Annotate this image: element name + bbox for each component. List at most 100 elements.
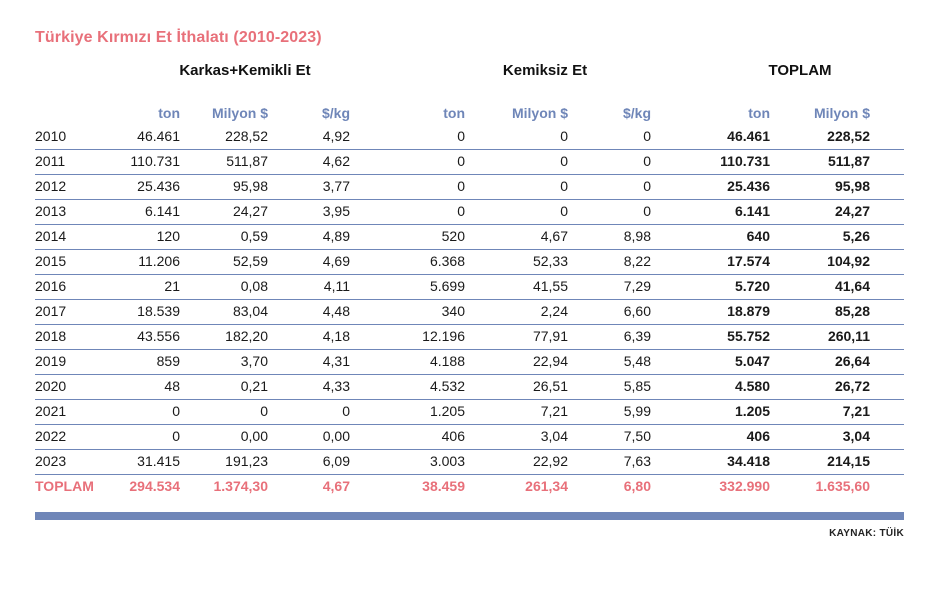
value-cell: 0,59 [240, 228, 268, 244]
unit-header-milyon-usd: Milyon $ [813, 105, 870, 121]
value-cell: 18.879 [727, 303, 770, 319]
value-cell: 182,20 [225, 328, 268, 344]
table-row: 2014 120 0,59 4,89 520 4,67 8,98 640 5,26 [0, 225, 949, 250]
row-divider [35, 474, 904, 475]
value-cell: 5.699 [429, 278, 465, 294]
value-cell: 25.436 [137, 178, 180, 194]
value-cell: 0 [172, 428, 180, 444]
value-cell: 52,59 [232, 253, 268, 269]
value-cell: 6.141 [144, 203, 180, 219]
value-cell: 3,95 [322, 203, 350, 219]
value-cell: 21 [164, 278, 180, 294]
value-cell: 4,69 [322, 253, 350, 269]
year-cell: 2021 [35, 403, 67, 419]
value-cell: 34.418 [727, 453, 770, 469]
value-cell: 214,15 [827, 453, 870, 469]
value-cell: 4,48 [322, 303, 350, 319]
value-cell: 191,23 [225, 453, 268, 469]
value-cell: 261,34 [525, 478, 568, 494]
row-divider [35, 174, 904, 175]
year-cell: 2013 [35, 203, 67, 219]
value-cell: 0,00 [322, 428, 350, 444]
value-cell: 511,87 [827, 153, 870, 169]
value-cell: 17.574 [727, 253, 770, 269]
value-cell: 24,27 [232, 203, 268, 219]
table-row: 2016 21 0,08 4,11 5.699 41,55 7,29 5.720 41,64 [0, 275, 949, 300]
table-row: 2018 43.556 182,20 4,18 12.196 77,91 6,39 55.75… [0, 325, 949, 350]
total-row: TOPLAM 294.534 1.374,30 4,67 38.459 261,34 6,8… [0, 475, 949, 500]
table-row: 2020 48 0,21 4,33 4.532 26,51 5,85 4.580 26,72 [0, 375, 949, 400]
unit-header-milyon-usd: Milyon $ [511, 105, 568, 121]
value-cell: 18.539 [137, 303, 180, 319]
year-cell: 2011 [35, 153, 66, 169]
row-divider [35, 274, 904, 275]
value-cell: 38.459 [422, 478, 465, 494]
value-cell: 2,24 [540, 303, 568, 319]
value-cell: 5,85 [623, 378, 651, 394]
value-cell: 511,87 [226, 153, 268, 169]
value-cell: 4.580 [734, 378, 770, 394]
table-row: 2019 859 3,70 4,31 4.188 22,94 5,48 5.047 26,64 [0, 350, 949, 375]
value-cell: 41,64 [834, 278, 870, 294]
value-cell: 332.990 [719, 478, 770, 494]
year-cell: 2019 [35, 353, 67, 369]
footer-bar [35, 512, 904, 520]
value-cell: 4,67 [322, 478, 350, 494]
value-cell: 25.436 [727, 178, 770, 194]
unit-header-usd-per-kg: $/kg [321, 105, 350, 121]
year-cell: 2015 [35, 253, 67, 269]
value-cell: 4,11 [323, 278, 350, 294]
year-cell: 2017 [35, 303, 67, 319]
value-cell: 7,29 [623, 278, 651, 294]
unit-header-milyon-usd: Milyon $ [211, 105, 268, 121]
value-cell: 4,18 [322, 328, 350, 344]
value-cell: 0,21 [240, 378, 268, 394]
value-cell: 1.205 [429, 403, 465, 419]
value-cell: 4,67 [540, 228, 568, 244]
value-cell: 0 [342, 403, 350, 419]
value-cell: 4.532 [429, 378, 465, 394]
value-cell: 26,51 [532, 378, 568, 394]
table-row: 2013 6.141 24,27 3,95 0 0 0 6.141 24,27 [0, 200, 949, 225]
year-cell: 2012 [35, 178, 67, 194]
value-cell: 95,98 [232, 178, 268, 194]
value-cell: 7,21 [540, 403, 568, 419]
value-cell: 406 [441, 428, 465, 444]
value-cell: 22,92 [532, 453, 568, 469]
value-cell: 12.196 [422, 328, 465, 344]
table-row: 2011 110.731 511,87 4,62 0 0 0 110.731 511,87 [0, 150, 949, 175]
value-cell: 46.461 [727, 128, 770, 144]
value-cell: 5,48 [623, 353, 651, 369]
value-cell: 0 [643, 128, 651, 144]
year-cell: 2014 [35, 228, 67, 244]
year-cell: 2018 [35, 328, 67, 344]
value-cell: 52,33 [532, 253, 568, 269]
value-cell: 4,33 [322, 378, 350, 394]
year-cell: 2016 [35, 278, 67, 294]
value-cell: 55.752 [727, 328, 770, 344]
value-cell: 3,04 [540, 428, 568, 444]
unit-header-ton: ton [748, 105, 770, 121]
value-cell: 26,72 [834, 378, 870, 394]
value-cell: 3,77 [322, 178, 350, 194]
value-cell: 6,39 [623, 328, 651, 344]
value-cell: 6,80 [623, 478, 651, 494]
value-cell: 0,00 [240, 428, 268, 444]
table-row: 2017 18.539 83,04 4,48 340 2,24 6,60 18.879 85,2… [0, 300, 949, 325]
value-cell: 4,31 [322, 353, 350, 369]
group-header-kemiksiz: Kemiksiz Et [502, 62, 588, 79]
year-cell: 2010 [35, 128, 67, 144]
value-cell: 228,52 [827, 128, 870, 144]
value-cell: 0 [457, 153, 465, 169]
value-cell: 0,08 [240, 278, 268, 294]
value-cell: 3,04 [842, 428, 870, 444]
value-cell: 31.415 [137, 453, 180, 469]
table-row: 2023 31.415 191,23 6,09 3.003 22,92 7,63 34.418… [0, 450, 949, 475]
value-cell: 5,99 [623, 403, 651, 419]
value-cell: 85,28 [834, 303, 870, 319]
value-cell: 4.188 [429, 353, 465, 369]
table-row: 2010 46.461 228,52 4,92 0 0 0 46.461 228,52 [0, 125, 949, 150]
value-cell: 11.206 [138, 253, 180, 269]
value-cell: 4,62 [322, 153, 350, 169]
value-cell: 7,21 [842, 403, 870, 419]
